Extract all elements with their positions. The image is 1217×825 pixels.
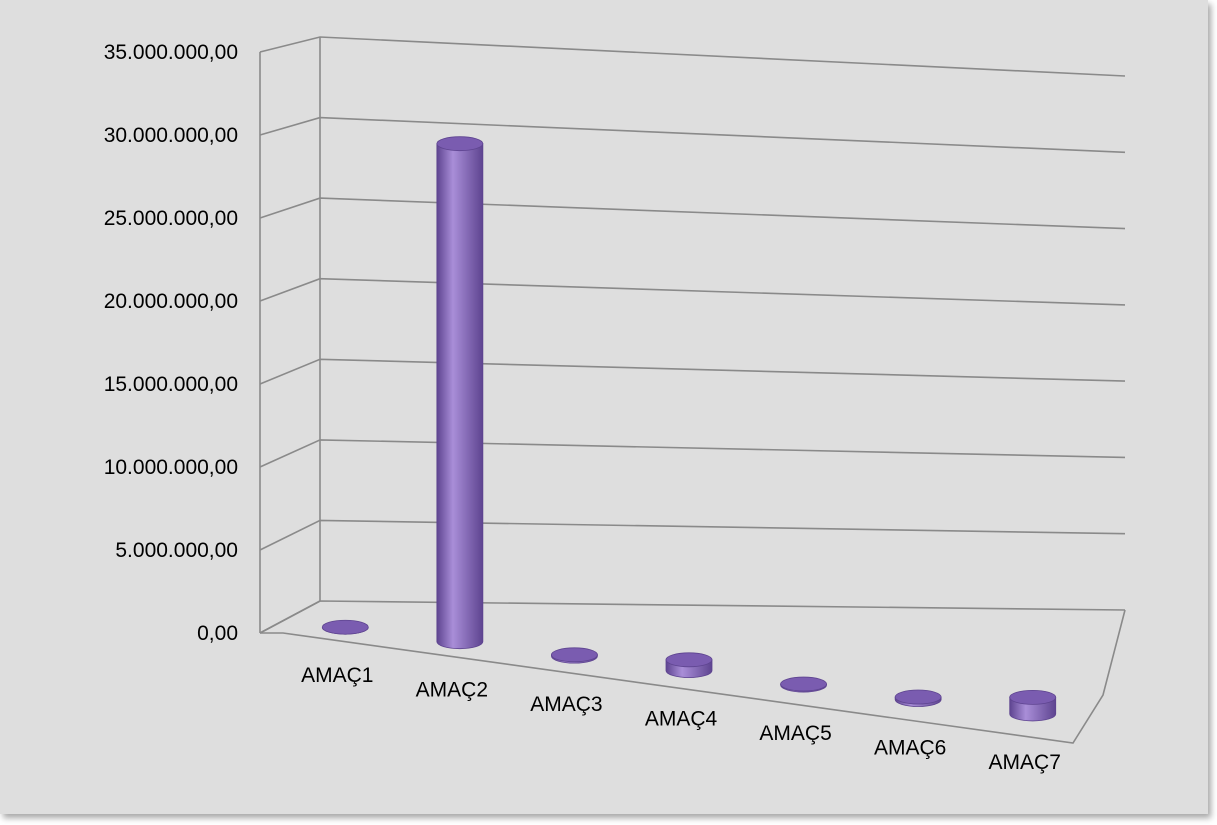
label-layer: 0,00 5.000.000,00 10.000.000,00 15.000.000,… [104,41,1061,774]
bar-body [436,143,484,650]
bar-cylinder [1009,689,1057,722]
chart-frame: 0,00 5.000.000,00 10.000.000,00 15.000.000,… [0,0,1208,814]
gridline [259,197,1126,230]
bar-top [1009,689,1057,705]
y-tick-label: 30.000.000,00 [104,124,238,147]
bar-cylinder [436,136,484,650]
bar-top [436,136,484,152]
gridline [259,600,1126,634]
gridline [259,439,1126,468]
bar-layer [321,136,1057,722]
bar-cylinder [894,689,942,707]
y-tick-label: 5.000.000,00 [115,539,238,562]
bar-top [894,689,942,705]
y-tick-label: 15.000.000,00 [104,373,238,396]
grid-layer [259,36,1126,744]
y-tick-label: 35.000.000,00 [104,41,238,64]
bar-top [551,647,598,663]
floor-outline [260,609,1126,744]
x-tick-label: AMAÇ4 [645,708,718,731]
y-tick-label: 0,00 [197,622,238,645]
y-tick-label: 10.000.000,00 [104,456,238,479]
cylinder-bar-chart: 0,00 5.000.000,00 10.000.000,00 15.000.000,… [104,36,1126,774]
x-tick-label: AMAÇ7 [989,751,1061,774]
bar-cylinder [551,647,598,664]
gridline [259,358,1126,385]
bar-top [665,652,713,668]
y-tick-label: 25.000.000,00 [104,207,238,230]
bar-top [780,676,827,692]
x-tick-label: AMAÇ2 [416,679,488,702]
gridline [259,36,1126,77]
bar-top [321,619,369,635]
bar-cylinder [780,676,827,693]
gridline [259,519,1126,551]
x-tick-label: AMAÇ6 [874,737,946,760]
x-tick-label: AMAÇ3 [530,693,602,716]
floor-left-edge [259,600,321,634]
x-tick-label: AMAÇ5 [759,722,831,745]
gridline [259,116,1126,154]
x-tick-label: AMAÇ1 [301,664,373,687]
y-tick-label: 20.000.000,00 [104,290,238,313]
bar-cylinder [665,652,713,678]
gridline [259,277,1126,306]
bar-cylinder [321,619,369,635]
